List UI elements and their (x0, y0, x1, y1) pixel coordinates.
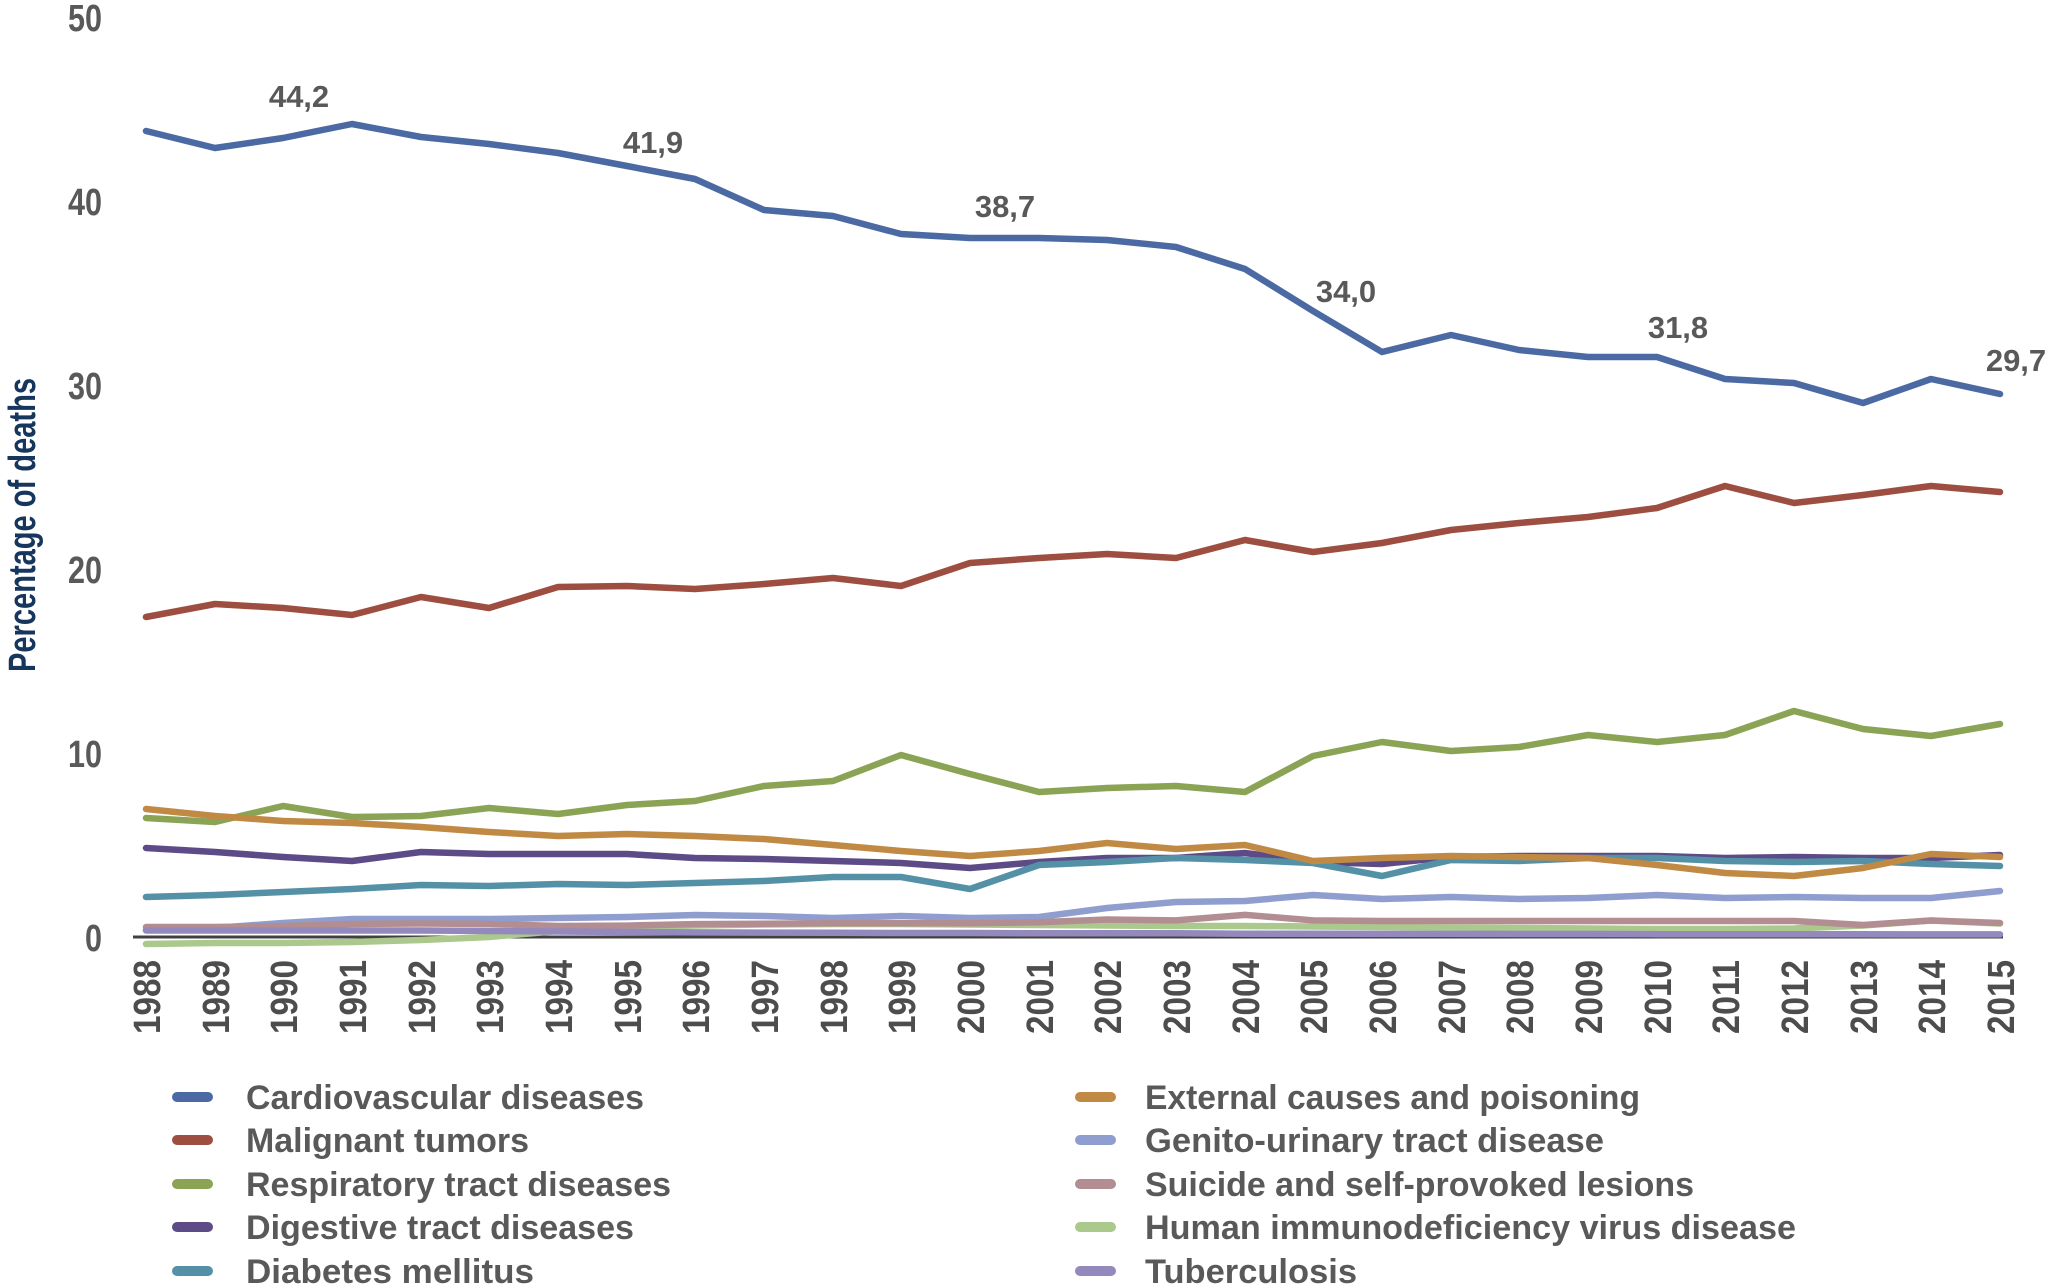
svg-text:1997: 1997 (745, 960, 787, 1034)
svg-text:1991: 1991 (333, 960, 375, 1034)
svg-text:2007: 2007 (1432, 960, 1474, 1034)
svg-text:1995: 1995 (608, 960, 650, 1034)
svg-text:Human immunodeficiency virus d: Human immunodeficiency virus disease (1145, 1209, 1796, 1247)
svg-text:Diabetes mellitus: Diabetes mellitus (246, 1253, 534, 1285)
svg-text:1988: 1988 (127, 960, 169, 1034)
svg-text:20: 20 (68, 550, 102, 592)
svg-text:44,2: 44,2 (269, 79, 329, 114)
svg-text:40: 40 (68, 182, 102, 224)
svg-text:2002: 2002 (1088, 960, 1130, 1034)
svg-text:1998: 1998 (814, 960, 856, 1034)
svg-text:50: 50 (68, 0, 102, 40)
svg-text:Respiratory tract diseases: Respiratory tract diseases (246, 1166, 671, 1204)
svg-text:1996: 1996 (676, 960, 718, 1034)
svg-text:Malignant tumors: Malignant tumors (246, 1122, 529, 1160)
svg-text:2012: 2012 (1775, 960, 1817, 1034)
svg-text:1993: 1993 (470, 960, 512, 1034)
svg-text:Tuberculosis: Tuberculosis (1145, 1253, 1357, 1285)
svg-text:2015: 2015 (1981, 960, 2023, 1034)
svg-text:Genito-urinary tract disease: Genito-urinary tract disease (1145, 1122, 1604, 1160)
svg-text:38,7: 38,7 (975, 189, 1035, 224)
svg-text:1992: 1992 (402, 960, 444, 1034)
svg-text:10: 10 (68, 734, 102, 776)
svg-text:Cardiovascular diseases: Cardiovascular diseases (246, 1079, 644, 1117)
svg-text:2006: 2006 (1363, 960, 1405, 1034)
svg-text:2003: 2003 (1157, 960, 1199, 1034)
svg-text:2014: 2014 (1912, 960, 1954, 1034)
svg-text:2005: 2005 (1294, 960, 1336, 1034)
svg-text:External causes and poisoning: External causes and poisoning (1145, 1079, 1640, 1117)
svg-text:2000: 2000 (951, 960, 993, 1034)
svg-text:2009: 2009 (1569, 960, 1611, 1034)
svg-text:0: 0 (85, 918, 102, 960)
svg-text:41,9: 41,9 (623, 125, 683, 160)
svg-text:1989: 1989 (196, 960, 238, 1034)
svg-text:2013: 2013 (1844, 960, 1886, 1034)
svg-text:1990: 1990 (264, 960, 306, 1034)
svg-text:Suicide and self-provoked lesi: Suicide and self-provoked lesions (1145, 1166, 1694, 1204)
svg-text:2011: 2011 (1706, 960, 1748, 1034)
svg-text:30: 30 (68, 366, 102, 408)
svg-text:2001: 2001 (1020, 960, 1062, 1034)
svg-text:1999: 1999 (882, 960, 924, 1034)
svg-text:1994: 1994 (539, 960, 581, 1034)
svg-text:31,8: 31,8 (1648, 310, 1708, 345)
svg-text:2010: 2010 (1638, 960, 1680, 1034)
svg-text:Percentage of deaths: Percentage of deaths (2, 378, 44, 672)
svg-text:Digestive tract diseases: Digestive tract diseases (246, 1209, 634, 1247)
svg-text:29,7: 29,7 (1986, 343, 2046, 378)
svg-text:2008: 2008 (1500, 960, 1542, 1034)
svg-text:34,0: 34,0 (1316, 274, 1376, 309)
svg-text:2004: 2004 (1226, 960, 1268, 1034)
